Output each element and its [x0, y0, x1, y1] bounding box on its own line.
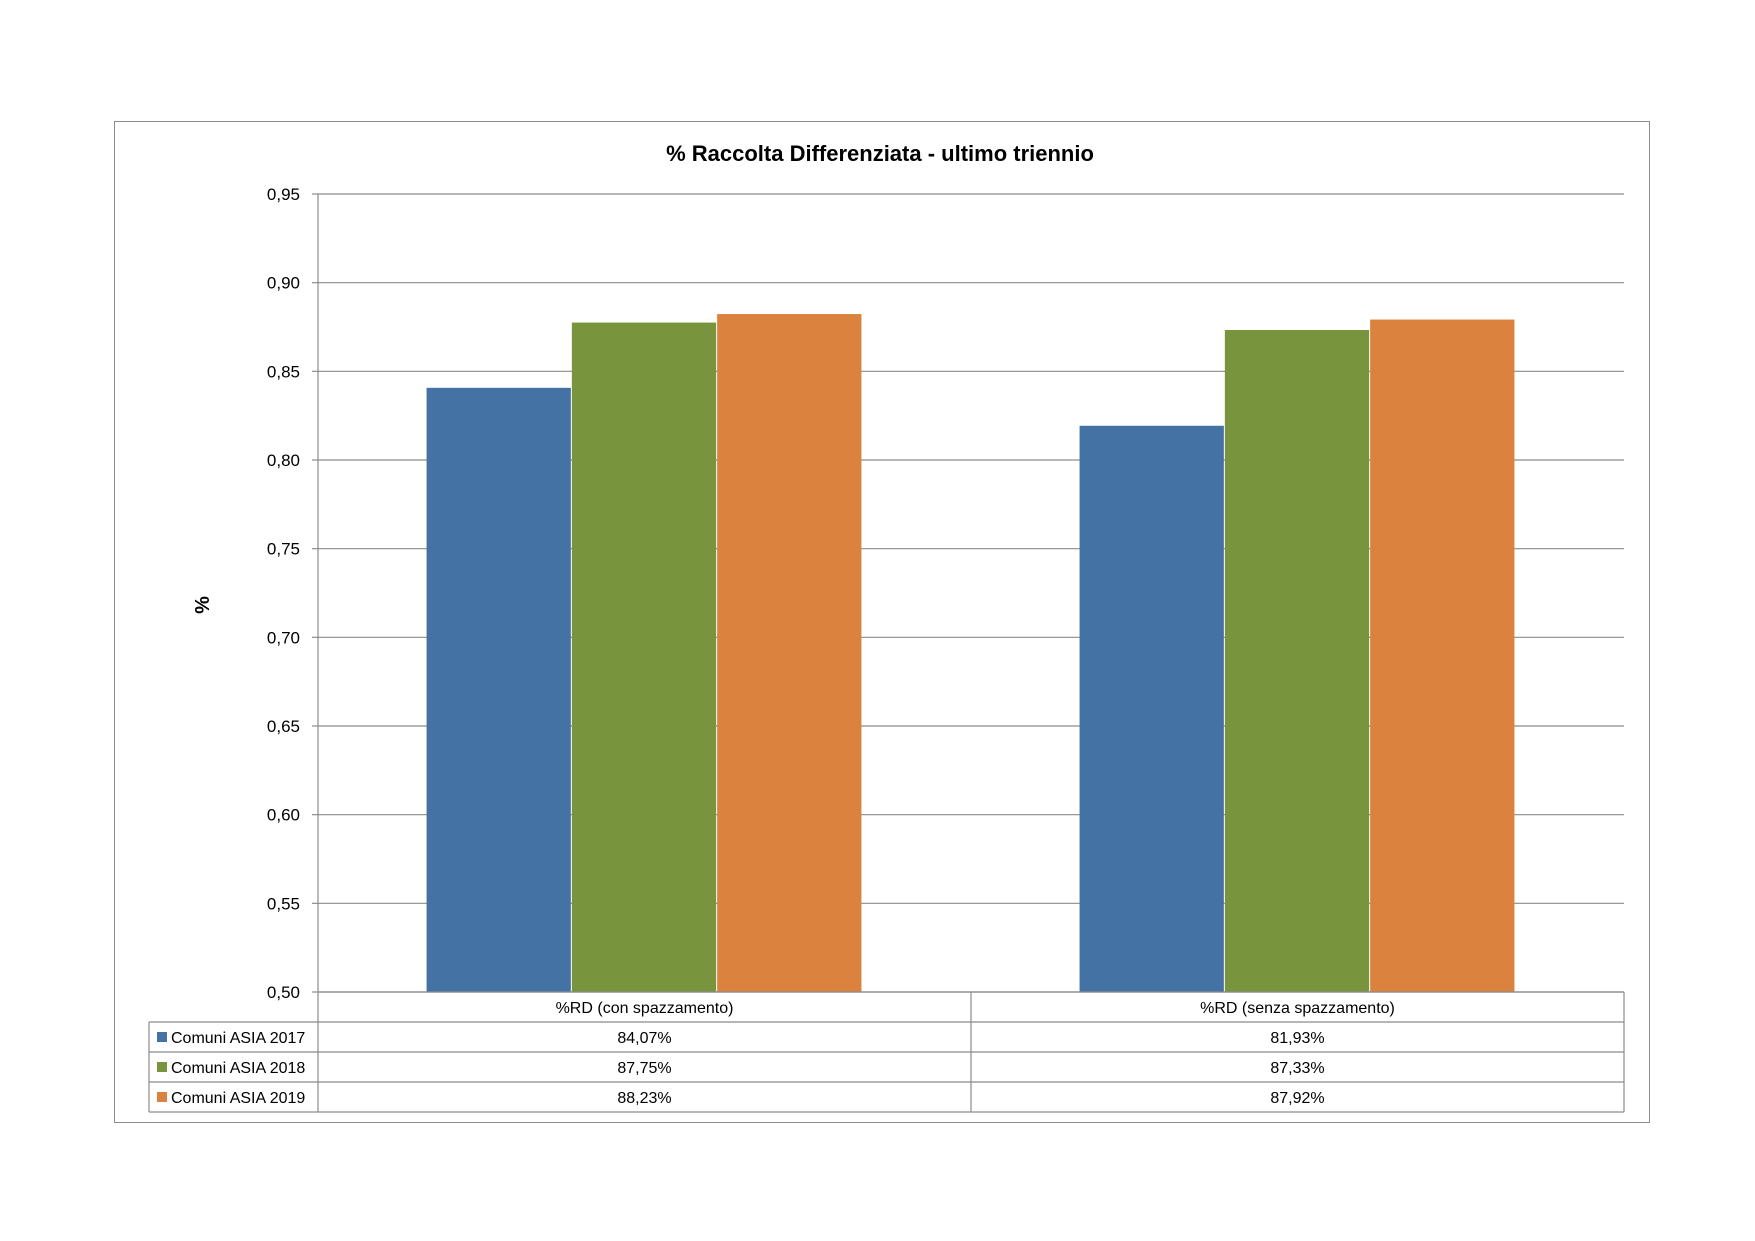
y-tick-label: 0,95 [267, 185, 300, 204]
bar [1370, 319, 1515, 992]
data-label: 87,33% [1270, 1060, 1324, 1077]
data-label: 87,75% [617, 1060, 671, 1077]
y-tick-label: 0,90 [267, 274, 300, 293]
y-tick-label: 0,70 [267, 628, 300, 647]
chart-title: % Raccolta Differenziata - ultimo trienn… [666, 141, 1094, 166]
legend-entry: Comuni ASIA 2018 [171, 1060, 305, 1077]
bars [426, 314, 1515, 993]
y-tick-label: 0,85 [267, 362, 300, 381]
bar [717, 314, 862, 992]
legend-entry: Comuni ASIA 2019 [171, 1090, 305, 1107]
y-tick-label: 0,65 [267, 717, 300, 736]
legend-swatch [157, 1092, 167, 1102]
bar [571, 322, 717, 993]
legend-swatch [157, 1062, 167, 1072]
bar [426, 387, 571, 993]
data-label: 84,07% [617, 1030, 671, 1047]
y-tick-label: 0,60 [267, 806, 300, 825]
bar [1079, 425, 1224, 992]
y-tick-label: 0,80 [267, 451, 300, 470]
legend-swatch [157, 1032, 167, 1042]
y-tick-label: 0,55 [267, 894, 300, 913]
data-table: %RD (con spazzamento) %RD (senza spazzame… [148, 991, 1625, 1113]
data-label: 88,23% [617, 1090, 671, 1107]
y-axis-label: % [192, 596, 214, 614]
bar [1224, 330, 1370, 993]
y-tick-labels: 0,50 0,55 0,60 0,65 0,70 0,75 0,80 0,85 0,90 0,95 [267, 185, 300, 1002]
y-tick-label: 0,75 [267, 540, 300, 559]
data-label: 81,93% [1270, 1030, 1324, 1047]
legend-entry: Comuni ASIA 2017 [171, 1030, 305, 1047]
x-category-label: %RD (senza spazzamento) [1200, 1000, 1395, 1017]
data-label: 87,92% [1270, 1090, 1324, 1107]
y-tick-label: 0,50 [267, 983, 300, 1002]
x-category-label: %RD (con spazzamento) [556, 1000, 734, 1017]
